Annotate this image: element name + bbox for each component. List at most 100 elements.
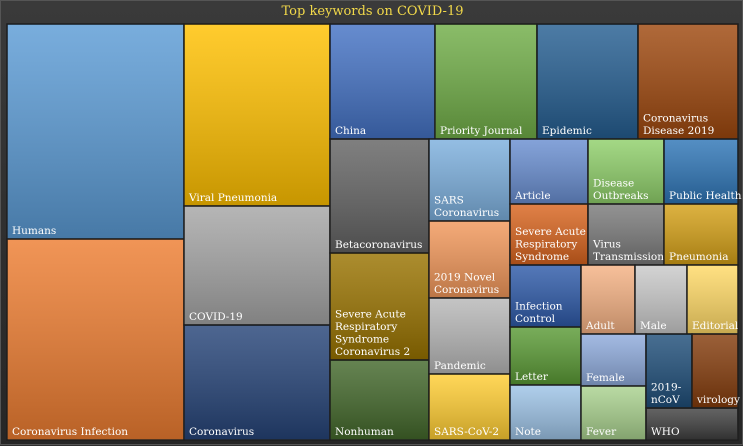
treemap-tile: Coronavirus Disease 2019 xyxy=(637,23,739,140)
treemap-tile: SARS-CoV-2 xyxy=(428,373,511,441)
tile-label: Nonhuman xyxy=(335,426,394,438)
treemap-tile: Severe Acute Respiratory Syndrome xyxy=(509,203,589,266)
tile-label-line: Infection xyxy=(515,301,563,313)
tile-label-line: Betacoronavirus xyxy=(335,239,422,251)
treemap-tile: Adult xyxy=(580,264,636,335)
tile-shade xyxy=(331,254,428,359)
tile-label: Betacoronavirus xyxy=(335,239,422,251)
tile-label: WHO xyxy=(651,426,680,438)
treemap-tile: Coronavirus Infection xyxy=(6,238,185,441)
tile-label-line: COVID-19 xyxy=(189,311,243,323)
tile-label-line: 2019 Novel xyxy=(434,272,496,284)
tile-label-line: Transmission xyxy=(593,251,664,263)
tile-shade xyxy=(511,266,580,326)
tile-label: China xyxy=(335,125,366,137)
tile-label-line: Humans xyxy=(12,225,56,237)
tile-label: Public Health xyxy=(669,190,742,202)
tile-label-line: 2019- xyxy=(651,382,682,394)
chart-title: Top keywords on COVID-19 xyxy=(281,4,464,19)
tile-label-line: Control xyxy=(515,313,556,325)
tile-label: Coronavirus Disease 2019 xyxy=(643,113,714,138)
tile-label: 2019 Novel Coronavirus xyxy=(434,272,499,297)
treemap-tile: Male xyxy=(634,264,688,335)
tile-shade xyxy=(8,25,183,238)
tile-label-line: Fever xyxy=(586,426,617,438)
tile-label: virology xyxy=(696,394,740,406)
tile-shade xyxy=(331,140,428,252)
tile-label: Coronavirus Infection xyxy=(12,426,128,438)
tile-shade xyxy=(665,205,737,264)
treemap-tile: Letter xyxy=(509,326,582,386)
tile-label-line: Syndrome xyxy=(335,334,389,346)
tile-label-line: Coronavirus 2 xyxy=(335,346,410,358)
treemap-tile: Virus Transmission xyxy=(587,203,665,266)
treemap-tile: WHO xyxy=(645,407,739,441)
tile-label: Editorial xyxy=(692,320,739,332)
tile-label-line: Disease xyxy=(593,178,634,190)
tile-shade xyxy=(647,409,737,439)
tile-shade xyxy=(582,266,634,333)
tile-label: Epidemic xyxy=(542,125,592,137)
tile-label-line: Note xyxy=(515,426,541,438)
tile-label-line: Adult xyxy=(585,320,615,332)
tile-label: Coronavirus xyxy=(189,426,254,438)
tile-shade xyxy=(589,205,663,264)
tile-shade xyxy=(636,266,686,333)
tile-label: Fever xyxy=(586,426,617,438)
tile-label-line: Coronavirus xyxy=(434,284,499,296)
tile-label: SARS Coronavirus xyxy=(434,195,499,220)
tile-label: Severe Acute Respiratory Syndrome Coronavir… xyxy=(335,309,410,359)
tile-label-line: WHO xyxy=(651,426,680,438)
tile-label-line: Female xyxy=(586,372,625,384)
tile-shade xyxy=(430,140,509,220)
tile-label-line: Article xyxy=(514,190,551,202)
tile-label-line: Editorial xyxy=(692,320,739,332)
treemap-tile: Pandemic xyxy=(428,297,511,375)
tile-label: Female xyxy=(586,372,625,384)
tile-label-line: Viral Pneumonia xyxy=(188,192,277,204)
tile-shade xyxy=(511,140,587,203)
tile-label: 2019-nCoV xyxy=(651,382,682,407)
treemap-tile: Disease Outbreaks xyxy=(587,138,665,205)
treemap-tile: Priority Journal xyxy=(434,23,538,140)
tile-label-line: Respiratory xyxy=(515,239,577,251)
tile-label-line: Outbreaks xyxy=(593,190,649,202)
treemap-tile: virology xyxy=(691,333,740,409)
tile-label-line: SARS-CoV-2 xyxy=(434,426,499,438)
treemap-tile: Viral Pneumonia xyxy=(183,23,331,207)
tile-label: Viral Pneumonia xyxy=(188,192,277,204)
tile-shade xyxy=(185,207,329,324)
treemap-tile: Betacoronavirus xyxy=(329,138,430,254)
tile-shade xyxy=(430,375,509,439)
treemap-tile: Editorial xyxy=(686,264,739,335)
tile-label-line: Male xyxy=(640,320,667,332)
treemap-tile: Epidemic xyxy=(536,23,639,140)
tile-label: Pneumonia xyxy=(669,251,728,263)
tile-label-line: Pandemic xyxy=(434,360,486,372)
tile-label: Male xyxy=(640,320,667,332)
tile-label: Pandemic xyxy=(434,360,486,372)
tile-label: Note xyxy=(515,426,541,438)
tile-label-line: Virus xyxy=(592,239,621,251)
tile-label-line: Priority Journal xyxy=(440,125,523,137)
treemap-tile: Female xyxy=(580,333,647,387)
tile-label: Disease Outbreaks xyxy=(593,178,649,203)
tile-label: Article xyxy=(514,190,551,202)
tile-shade xyxy=(582,335,645,385)
treemap-tile: COVID-19 xyxy=(183,205,331,326)
tile-label: SARS-CoV-2 xyxy=(434,426,499,438)
tile-label-line: virology xyxy=(696,394,740,406)
tile-shade xyxy=(688,266,737,333)
treemap-tile: Severe Acute Respiratory Syndrome Coronavir… xyxy=(329,252,430,361)
tile-label-line: Coronavirus xyxy=(643,113,708,125)
tile-label-line: Coronavirus xyxy=(189,426,254,438)
tile-label-line: Disease 2019 xyxy=(643,125,714,137)
tile-label-line: Letter xyxy=(515,371,549,383)
tile-shade xyxy=(511,386,580,439)
tile-label-line: SARS xyxy=(434,195,464,207)
tile-shade xyxy=(331,361,428,439)
treemap-tile: Coronavirus xyxy=(183,324,331,441)
tile-label: Priority Journal xyxy=(440,125,523,137)
